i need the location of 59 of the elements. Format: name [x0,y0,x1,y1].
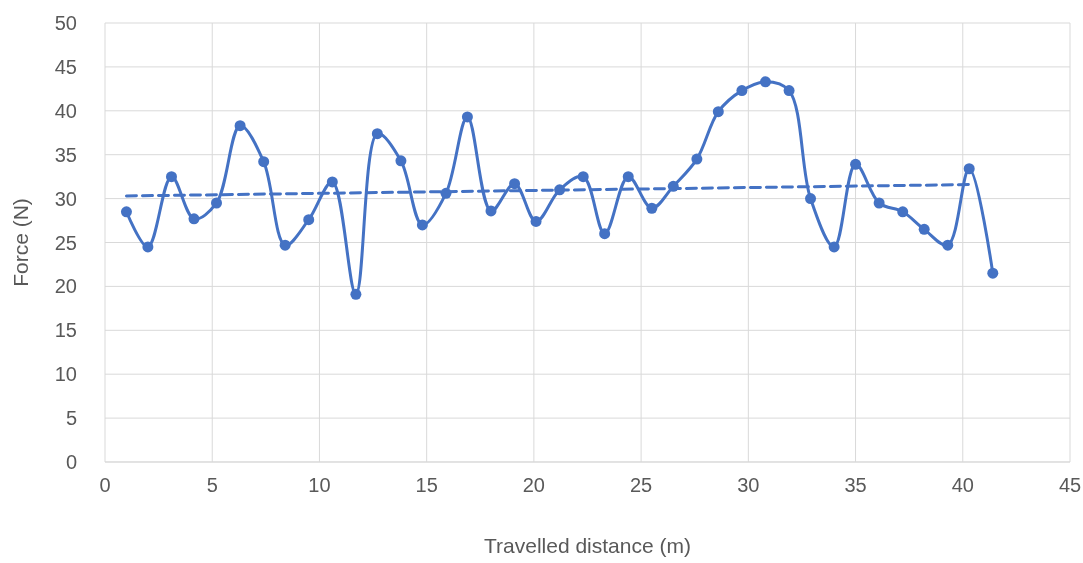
point [530,215,542,227]
point [234,120,246,132]
x-tick-label: 10 [308,474,331,496]
y-tick-label: 15 [54,319,77,342]
y-axis-title: Force (N) [9,198,32,287]
point [279,239,291,251]
point [897,206,909,218]
point [918,223,930,235]
point [805,193,817,205]
x-tick-label: 15 [415,474,438,496]
point [371,128,383,140]
y-tick-label: 20 [54,275,77,298]
y-tick-label: 25 [54,231,77,254]
x-tick-label: 45 [1058,474,1082,496]
point [736,85,748,97]
point [828,241,840,253]
point [712,106,724,118]
point [783,85,795,97]
point [461,111,473,123]
x-tick-label: 30 [737,474,760,496]
y-tick-label: 30 [54,187,77,210]
point [963,163,975,175]
y-tick-label: 10 [54,363,77,386]
point [873,197,885,209]
y-tick-label: 45 [54,55,77,78]
y-tick-label: 50 [54,12,77,34]
y-tick-label: 35 [54,143,77,166]
point [188,213,200,225]
point [759,76,771,88]
y-tick-label: 5 [65,407,77,430]
point [350,288,362,300]
x-tick-label: 5 [206,474,218,496]
x-axis-title: Travelled distance (m) [484,534,691,557]
point [395,155,407,167]
x-tick-label: 25 [629,474,653,496]
point [509,178,521,190]
point [211,197,223,209]
point [485,205,497,217]
point [120,206,132,218]
point [987,267,999,279]
y-tick-label: 40 [54,99,77,122]
point [599,228,611,240]
y-tick-label: 0 [65,451,77,473]
point [622,171,634,183]
point [942,239,954,251]
point [258,156,270,168]
point [646,202,658,214]
x-tick-label: 35 [844,474,867,496]
point [326,176,338,188]
point [303,214,315,226]
point [142,241,154,253]
point [691,153,703,165]
point [577,171,589,183]
point [416,219,428,231]
x-tick-label: 40 [951,474,974,496]
point [850,158,862,170]
point [165,171,177,183]
x-tick-label: 0 [99,474,111,496]
x-tick-label: 20 [522,474,546,496]
